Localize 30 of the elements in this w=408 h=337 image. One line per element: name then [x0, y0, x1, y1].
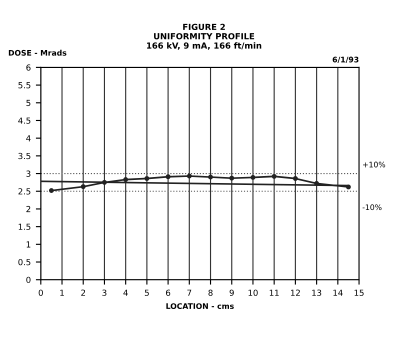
x-tick-label: 2	[81, 290, 86, 296]
chart-title: FIGURE 2 UNIFORMITY PROFILE 166 kV, 9 mA, 166 ft/min	[147, 24, 262, 50]
x-tick-label: 12	[291, 290, 300, 296]
x-tick-label: 9	[230, 290, 234, 296]
x-tick-label: 7	[187, 290, 192, 296]
y-tick-label: 3.5	[18, 152, 30, 160]
y-tick-label: 0.5	[18, 259, 30, 266]
y-tick-label: 1	[26, 241, 30, 248]
x-tick-label: 13	[312, 290, 322, 296]
y-tick-label: 0	[26, 276, 31, 283]
y-tick-label: 4	[26, 135, 31, 142]
y-tick-label: 5	[26, 100, 30, 106]
x-tick-label: 5	[144, 290, 149, 296]
y-tick-label: 4.5	[18, 118, 30, 124]
x-tick-label: 0	[38, 290, 43, 296]
x-tick-label: 10	[248, 290, 258, 296]
x-tick-label: 8	[208, 290, 213, 296]
x-tick-label: 11	[270, 290, 279, 296]
y-tick-label: 6	[26, 64, 31, 71]
x-tick-label: 14	[333, 290, 343, 296]
y-tick-label: 3	[26, 170, 30, 177]
y-tick-label: 5.5	[18, 82, 30, 88]
x-tick-label: 6	[166, 290, 170, 296]
y-tick-label: 1.5	[18, 224, 30, 230]
x-tick-label: 4	[123, 290, 128, 296]
y-tick-label: 2	[26, 206, 30, 212]
y-tick-label: 2.5	[18, 188, 30, 195]
x-tick-label: 3	[102, 290, 106, 296]
x-tick-label: 1	[60, 290, 64, 296]
x-tick-label: 15	[354, 290, 364, 296]
